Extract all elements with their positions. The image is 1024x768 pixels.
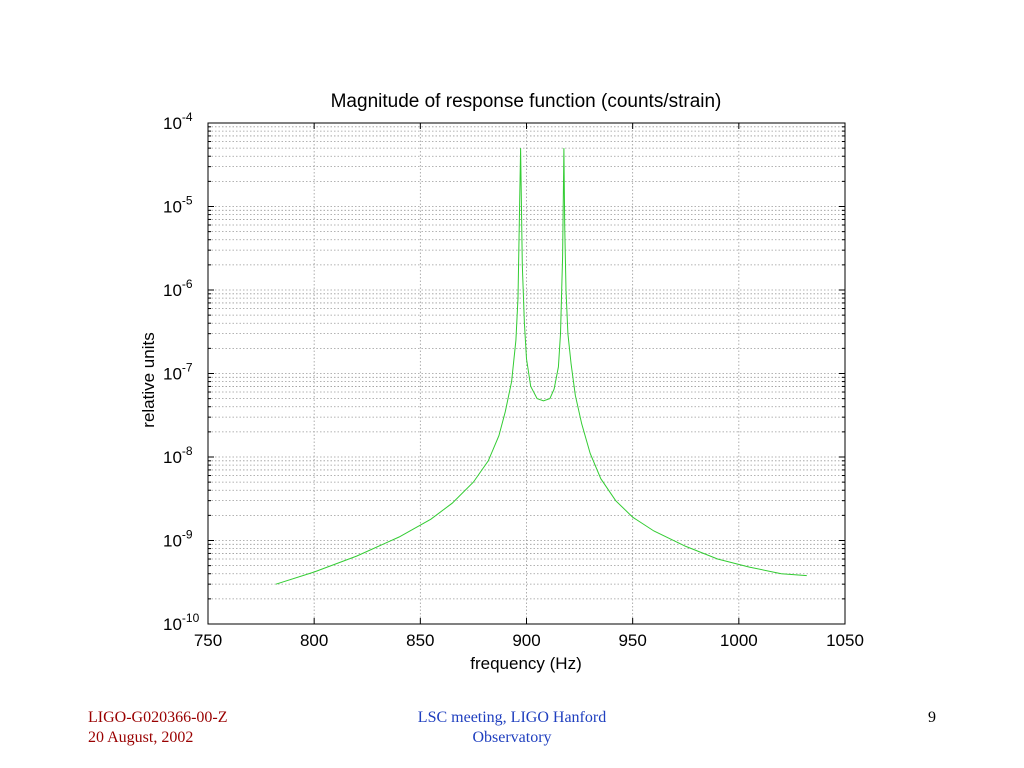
x-tick-label: 750 xyxy=(194,631,222,650)
x-tick-label: 1050 xyxy=(826,631,864,650)
y-tick-label: 10-8 xyxy=(163,444,193,467)
x-tick-label: 900 xyxy=(512,631,540,650)
x-axis-label: frequency (Hz) xyxy=(470,654,581,673)
y-axis-label: relative units xyxy=(139,332,158,427)
page-number: 9 xyxy=(928,709,936,726)
y-tick-label: 10-7 xyxy=(163,361,193,384)
y-tick-label: 10-10 xyxy=(163,611,200,634)
x-tick-label: 850 xyxy=(406,631,434,650)
y-tick-label: 10-4 xyxy=(163,110,193,133)
meeting-line-2: Observatory xyxy=(472,729,552,746)
y-tick-label: 10-6 xyxy=(163,277,193,300)
footer-left: LIGO-G020366-00-Z 20 August, 2002 xyxy=(88,708,228,748)
y-tick-label: 10-9 xyxy=(163,528,193,551)
document-id: LIGO-G020366-00-Z xyxy=(88,709,228,726)
series-line xyxy=(275,148,807,585)
x-tick-label: 1000 xyxy=(720,631,758,650)
x-tick-label: 800 xyxy=(300,631,328,650)
document-date: 20 August, 2002 xyxy=(88,729,194,746)
response-function-chart: 750 800 850 900 950 1000 1050 10-1010-910-810-… xyxy=(139,91,864,673)
y-tick-label: 10-5 xyxy=(163,194,193,217)
chart-title: Magnitude of response function (counts/s… xyxy=(331,91,722,112)
grid-lines xyxy=(208,123,845,624)
meeting-line-1: LSC meeting, LIGO Hanford xyxy=(417,709,607,726)
x-tick-labels: 750 800 850 900 950 1000 1050 xyxy=(194,631,864,650)
footer-center: LSC meeting, LIGO Hanford Observatory xyxy=(380,708,644,748)
x-tick-label: 950 xyxy=(618,631,646,650)
axis-ticks xyxy=(207,122,846,625)
y-tick-labels: 10-10 10-9 10-8 10-7 10-6 10-5 10-4 xyxy=(163,110,200,634)
